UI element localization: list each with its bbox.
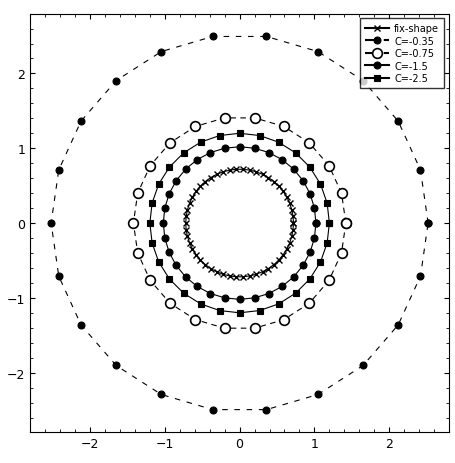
Legend: fix-shape, C=-0.35, C=-0.75, C=-1.5, C=-2.5: fix-shape, C=-0.35, C=-0.75, C=-1.5, C=-… — [359, 19, 443, 89]
